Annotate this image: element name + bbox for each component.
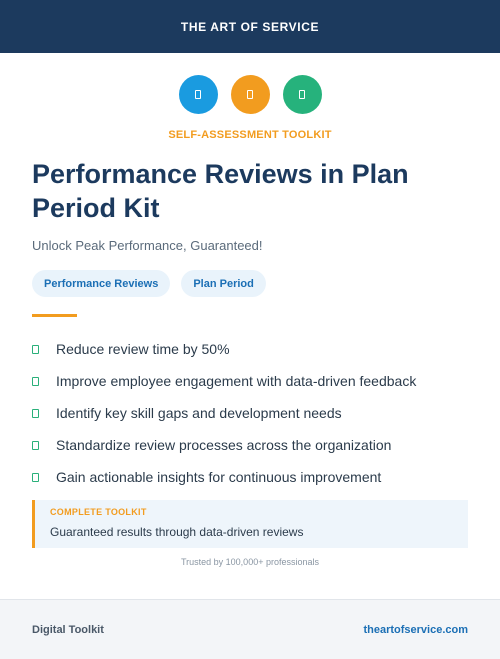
- benefit-text: Gain actionable insights for continuous …: [56, 469, 382, 485]
- list-item: Improve employee engagement with data-dr…: [32, 365, 472, 397]
- callout-text: Guaranteed results through data-driven r…: [50, 525, 304, 539]
- accent-divider: [32, 314, 77, 317]
- tag-plan-period[interactable]: Plan Period: [181, 270, 266, 297]
- trust-note: Trusted by 100,000+ professionals: [180, 557, 319, 567]
- toolkit-callout: COMPLETE TOOLKIT Guaranteed results thro…: [32, 500, 468, 548]
- list-item: Reduce review time by 50%: [32, 333, 472, 365]
- blue-circle-badge: [178, 75, 218, 114]
- check-icon: [32, 408, 39, 418]
- document-icon: [299, 90, 305, 99]
- subtitle: Unlock Peak Performance, Guaranteed!: [32, 238, 263, 253]
- tag-list: Performance Reviews Plan Period: [32, 270, 266, 297]
- benefit-text: Standardize review processes across the …: [56, 437, 392, 453]
- list-item: Identify key skill gaps and development …: [32, 397, 472, 429]
- list-item: Gain actionable insights for continuous …: [32, 461, 472, 493]
- check-icon: [32, 344, 39, 354]
- list-item: Standardize review processes across the …: [32, 429, 472, 461]
- orange-circle-badge: [230, 75, 270, 114]
- website-link[interactable]: theartofservice.com: [363, 623, 468, 636]
- check-icon: [32, 376, 39, 386]
- footer-bar: Digital Toolkit theartofservice.com: [0, 599, 500, 659]
- check-icon: [32, 472, 39, 482]
- page-title: Performance Reviews in Plan Period Kit: [32, 159, 409, 223]
- green-circle-badge: [282, 75, 322, 114]
- header-bar: THE ART OF SERVICE: [0, 0, 500, 53]
- benefit-text: Identify key skill gaps and development …: [56, 405, 342, 421]
- benefit-list: Reduce review time by 50% Improve employ…: [32, 333, 472, 493]
- callout-label: COMPLETE TOOLKIT: [50, 507, 147, 517]
- tag-performance-reviews[interactable]: Performance Reviews: [32, 270, 171, 297]
- document-icon: [247, 90, 253, 99]
- benefit-text: Reduce review time by 50%: [56, 341, 230, 357]
- document-icon: [195, 90, 201, 99]
- icon-row: [0, 75, 500, 114]
- benefit-text: Improve employee engagement with data-dr…: [56, 373, 417, 389]
- check-icon: [32, 440, 39, 450]
- footer-label: Digital Toolkit: [32, 623, 104, 636]
- kicker-label: SELF-ASSESSMENT TOOLKIT: [168, 129, 332, 141]
- brand-title: THE ART OF SERVICE: [180, 19, 320, 34]
